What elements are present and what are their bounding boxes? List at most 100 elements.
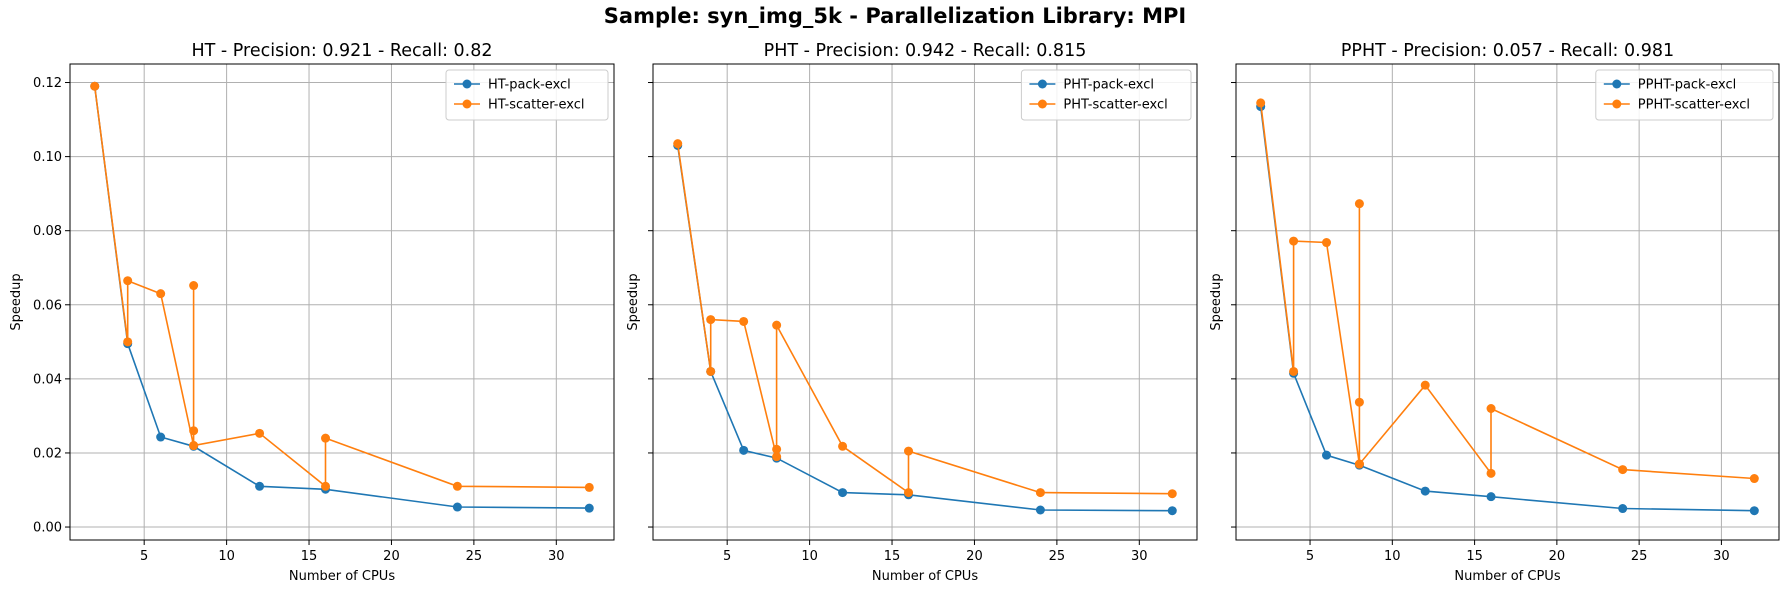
data-point <box>90 81 100 91</box>
data-point <box>1167 506 1177 516</box>
legend-marker <box>1037 99 1047 109</box>
y-tick-label: 0.08 <box>33 224 62 239</box>
x-tick-label: 25 <box>1631 549 1648 564</box>
series-PHT-scatter-excl <box>673 139 1177 499</box>
legend-label: PHT-pack-excl <box>1063 78 1154 93</box>
legend-item: HT-scatter-excl <box>454 98 585 113</box>
data-point <box>1749 474 1759 484</box>
x-tick-label: 5 <box>140 549 148 564</box>
data-point <box>1618 465 1628 475</box>
data-point <box>838 441 848 451</box>
data-point <box>1256 98 1266 108</box>
legend-box <box>445 69 609 121</box>
data-point <box>321 433 331 443</box>
data-point <box>1354 459 1364 469</box>
data-point <box>189 281 199 291</box>
legend-item: PPHT-pack-excl <box>1603 78 1736 93</box>
legend-label: PPHT-pack-excl <box>1638 78 1736 93</box>
data-point <box>584 503 594 513</box>
series-line <box>1259 106 1755 512</box>
x-axis-label: Number of CPUs <box>872 569 978 584</box>
y-axis-label: Speedup <box>626 273 641 330</box>
data-point <box>255 428 265 438</box>
legend: PHT-pack-excl PHT-scatter-excl <box>1020 69 1192 121</box>
data-point <box>189 426 199 436</box>
chart-title: HT - Precision: 0.921 - Recall: 0.82 <box>191 41 492 61</box>
chart-panel-1: 5 10 15 20 25 30 0.00 0.02 0.04 0.06 0.08 0.10 0.12 H… <box>9 41 615 584</box>
data-point <box>1354 397 1364 407</box>
data-point <box>739 445 749 455</box>
x-tick-label: 30 <box>1131 549 1148 564</box>
data-point <box>156 289 166 299</box>
axes-frame <box>69 63 615 541</box>
x-tick-label: 5 <box>1306 549 1314 564</box>
legend-label: HT-pack-excl <box>488 78 571 93</box>
legend-marker <box>1037 79 1047 89</box>
x-axis-label: Number of CPUs <box>289 569 395 584</box>
legend-marker <box>462 99 472 109</box>
x-tick-label: 10 <box>801 549 818 564</box>
data-point <box>1167 489 1177 499</box>
x-tick-label: 10 <box>218 549 235 564</box>
chart-panel-3: 5 10 15 20 25 30 PPHT - Precision: 0.057 - Rec… <box>1209 41 1780 584</box>
y-tick-label: 0.02 <box>33 446 62 461</box>
legend-box <box>1020 69 1192 121</box>
data-point <box>1035 488 1045 498</box>
data-point <box>838 488 848 498</box>
data-point <box>584 482 594 492</box>
x-tick-label: 20 <box>1549 549 1566 564</box>
legend-marker <box>462 79 472 89</box>
series-PHT-pack-excl <box>673 140 1177 516</box>
data-point <box>189 441 199 451</box>
legend-item: PHT-pack-excl <box>1029 78 1154 93</box>
data-point <box>1322 238 1331 248</box>
y-tick-label: 0.12 <box>33 76 62 91</box>
y-tick-label: 0.04 <box>33 372 62 387</box>
data-point <box>1354 199 1364 209</box>
x-tick-label: 30 <box>548 549 565 564</box>
data-point <box>1486 492 1496 502</box>
x-tick-label: 15 <box>1466 549 1483 564</box>
x-tick-label: 25 <box>1049 549 1066 564</box>
data-point <box>123 276 133 286</box>
legend-box <box>1595 69 1774 121</box>
data-point <box>1420 380 1430 390</box>
legend-marker <box>1612 99 1622 109</box>
legend-item: PHT-scatter-excl <box>1029 98 1168 113</box>
chart-panel-2: 5 10 15 20 25 30 PHT - Precision: 0.942 - Reca… <box>626 41 1198 584</box>
data-point <box>1618 504 1628 514</box>
data-point <box>1420 486 1430 496</box>
x-tick-label: 15 <box>884 549 901 564</box>
legend-item: PPHT-scatter-excl <box>1603 98 1750 113</box>
y-axis-label: Speedup <box>1209 273 1224 330</box>
series-HT-scatter-excl <box>90 81 594 492</box>
x-tick-label: 15 <box>301 549 318 564</box>
data-point <box>706 366 716 376</box>
axes-frame <box>1235 63 1780 541</box>
legend: HT-pack-excl HT-scatter-excl <box>445 69 609 121</box>
data-point <box>904 446 914 456</box>
data-point <box>706 315 716 325</box>
data-point <box>1289 236 1299 246</box>
legend-label: PPHT-scatter-excl <box>1638 98 1750 113</box>
series-line <box>676 145 1173 512</box>
data-point <box>321 481 331 491</box>
y-tick-label: 0.00 <box>33 521 62 536</box>
data-point <box>772 444 782 454</box>
x-tick-label: 5 <box>723 549 731 564</box>
series-line <box>93 86 590 509</box>
legend-marker <box>1612 79 1622 89</box>
data-point <box>772 320 782 330</box>
series-HT-pack-excl <box>90 81 594 513</box>
data-point <box>1486 468 1496 478</box>
legend: PPHT-pack-excl PPHT-scatter-excl <box>1595 69 1774 121</box>
x-tick-label: 20 <box>966 549 983 564</box>
data-point <box>1035 505 1045 515</box>
x-tick-label: 10 <box>1384 549 1401 564</box>
figure-title: Sample: syn_img_5k - Parallelization Lib… <box>603 4 1187 28</box>
legend-label: PHT-scatter-excl <box>1063 98 1167 113</box>
data-point <box>1289 366 1299 376</box>
legend-label: HT-scatter-excl <box>488 98 585 113</box>
series-PPHT-scatter-excl <box>1256 98 1759 484</box>
